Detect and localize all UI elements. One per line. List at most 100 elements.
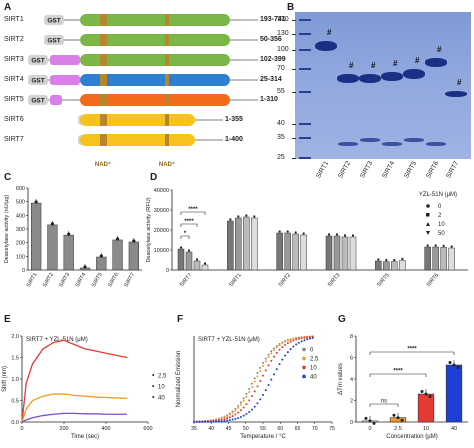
tag-label: GST (47, 18, 60, 25)
data-point (267, 356, 270, 359)
protein-band (445, 91, 467, 97)
data-point (311, 337, 314, 340)
data-point (289, 338, 292, 341)
data-point (372, 421, 376, 425)
bar (448, 247, 455, 271)
data-point (456, 366, 460, 370)
data-point (237, 411, 240, 414)
construct-name: SIRT4 (4, 76, 24, 83)
data-point (275, 368, 278, 371)
data-point (424, 392, 428, 396)
construct-name: SIRT5 (4, 96, 24, 103)
minor-band (360, 138, 380, 142)
data-point (420, 390, 424, 394)
data-point (209, 420, 212, 423)
data-point (220, 420, 223, 423)
data-point (253, 377, 256, 380)
y-axis-label: Deacetylase activity (RFU) (146, 197, 152, 262)
y-axis-label: ΔTm values (338, 363, 344, 395)
data-point (262, 374, 264, 377)
mw-marker: 170 (277, 16, 289, 23)
target-band-mark: # (457, 78, 462, 87)
x-tick-label: 0 (368, 426, 371, 432)
data-point (245, 413, 248, 416)
legend-title: YZL-51N (μM) (419, 192, 457, 198)
mw-tick (292, 92, 296, 93)
data-point (223, 418, 226, 421)
x-tick-label: SIRT2 (42, 272, 55, 288)
bar (96, 256, 107, 271)
legend-label: 0 (438, 204, 442, 210)
protein-band (403, 69, 425, 79)
series-line (21, 412, 127, 423)
nad-motif (165, 134, 169, 146)
data-point (262, 393, 264, 396)
data-point (245, 403, 248, 406)
data-point (273, 349, 276, 352)
bar (47, 224, 58, 271)
y-axis-label: Normalized Emission (176, 351, 182, 407)
data-point (83, 265, 87, 269)
data-point (448, 361, 452, 365)
data-point (264, 360, 267, 363)
bar (292, 233, 299, 271)
x-tick-label: 40 (208, 426, 214, 432)
bar (31, 202, 42, 271)
panel-letter-a: A (4, 2, 12, 13)
data-point (248, 391, 251, 394)
data-point (193, 420, 195, 423)
bar (193, 260, 201, 271)
nad-motif (100, 114, 107, 126)
x-tick-label: 70 (312, 426, 318, 432)
data-point (256, 385, 259, 388)
y-axis-label: Shift (nm) (2, 366, 8, 392)
bar (243, 216, 250, 271)
legend-marker (302, 356, 306, 361)
data-point (303, 339, 306, 342)
legend-label: 2.5 (158, 373, 167, 379)
data-point (250, 408, 253, 411)
legend-marker (426, 213, 430, 217)
data-point (385, 259, 388, 262)
x-tick-label: 45 (226, 426, 232, 432)
data-point (273, 355, 276, 358)
construct-name: SIRT3 (4, 56, 24, 63)
y-tick-label: 200 (16, 241, 25, 247)
data-point (217, 420, 220, 423)
y-tick-label: 0 (350, 420, 353, 426)
nad-motif (100, 14, 107, 26)
mw-marker: 25 (277, 154, 285, 161)
data-point (281, 346, 284, 349)
x-tick-label: 400 (101, 426, 110, 432)
data-point (336, 233, 338, 236)
nad-motif (165, 114, 169, 126)
data-point (294, 231, 297, 234)
data-point (204, 420, 207, 423)
data-point (220, 418, 223, 421)
catalytic-domain (80, 134, 195, 146)
data-point (270, 352, 273, 355)
y-tick-label: 4 (350, 377, 353, 383)
data-point (264, 389, 267, 392)
data-point (201, 420, 204, 423)
data-point (281, 342, 284, 345)
legend-label: 2 (438, 213, 442, 219)
target-band-mark: # (327, 28, 332, 37)
data-point (275, 344, 278, 347)
data-point (286, 230, 289, 233)
data-point (267, 364, 270, 367)
data-point (239, 401, 242, 404)
bar (417, 393, 435, 423)
x-tick-label: 75 (329, 426, 335, 432)
data-point (278, 348, 281, 351)
data-point (306, 336, 309, 339)
significance-bracket (180, 235, 190, 239)
data-point (368, 419, 372, 423)
x-tick-label: 50 (243, 426, 249, 432)
data-point (132, 239, 136, 243)
x-tick-label: 200 (59, 426, 68, 432)
panel-letter-d: D (150, 172, 158, 183)
data-point (308, 336, 311, 339)
x-tick-label: 65 (295, 426, 301, 432)
data-point (228, 413, 231, 416)
